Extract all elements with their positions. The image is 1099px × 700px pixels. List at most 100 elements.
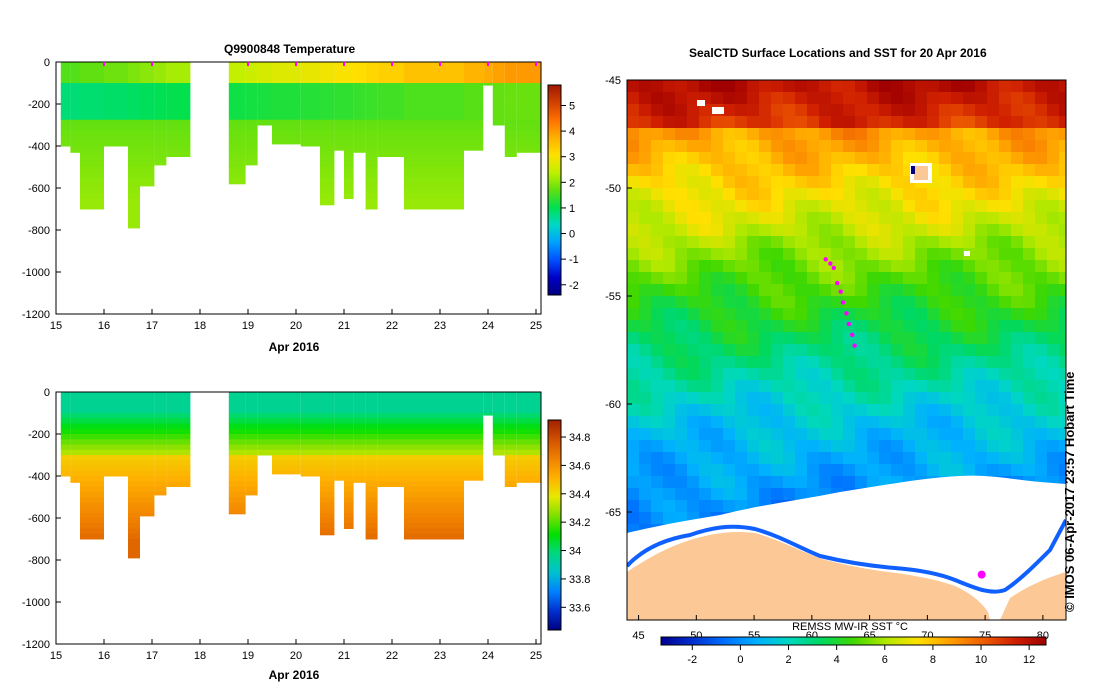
sst-cell xyxy=(1023,176,1036,189)
temperature-cell xyxy=(140,177,155,184)
sst-cell xyxy=(795,260,808,273)
temperature-cell xyxy=(257,109,272,115)
sst-cell xyxy=(987,260,1000,273)
salinity-cell xyxy=(344,470,354,477)
temperature-cell xyxy=(166,104,191,110)
sst-cell xyxy=(735,392,748,405)
temperature-cell xyxy=(492,109,505,115)
salinity-cell xyxy=(334,476,344,481)
sst-cell xyxy=(999,176,1012,189)
sst-cell xyxy=(927,392,940,405)
sst-cell xyxy=(699,188,712,201)
sst-cell xyxy=(639,416,652,429)
temperature-cell xyxy=(128,151,140,157)
sst-cell xyxy=(675,92,688,105)
temperature-cell xyxy=(320,62,335,68)
sst-cell xyxy=(723,308,736,321)
salinity-cell xyxy=(344,434,354,440)
temperature-cell xyxy=(228,114,246,121)
sst-cell xyxy=(639,116,652,129)
temperature-cell xyxy=(104,72,128,79)
sst-cell xyxy=(651,212,664,225)
temperature-cell xyxy=(272,135,301,142)
sst-cell xyxy=(747,356,760,369)
salinity-cell xyxy=(492,413,505,419)
temperature-cell xyxy=(300,62,320,68)
sst-cell xyxy=(867,152,880,165)
salinity-cell xyxy=(404,455,464,461)
sst-cell xyxy=(663,512,676,525)
sst-cell xyxy=(687,476,700,489)
temperature-y-axis: 0-200-400-600-800-1000-1200 xyxy=(22,57,61,321)
sst-cell xyxy=(723,128,736,141)
salinity-cell xyxy=(300,402,320,409)
salinity-cell xyxy=(516,392,541,398)
sst-cell xyxy=(1011,428,1024,441)
salinity-cell xyxy=(504,465,517,472)
temperature-cell xyxy=(140,67,155,73)
salinity-cell xyxy=(492,423,505,430)
temperature-cell xyxy=(404,125,464,131)
temperature-cell xyxy=(334,146,344,151)
sst-cell xyxy=(891,380,904,393)
sst-cell xyxy=(783,224,796,237)
colorbar-tick-label: 3 xyxy=(569,152,575,164)
sst-cell xyxy=(867,440,880,453)
x-tick-label: 15 xyxy=(50,320,62,332)
sst-cell xyxy=(639,152,652,165)
sst-cell xyxy=(879,380,892,393)
x-tick-label: 17 xyxy=(146,320,158,332)
salinity-cell xyxy=(300,444,320,451)
salinity-cell xyxy=(70,434,80,440)
sst-cell xyxy=(939,200,952,213)
salinity-cell xyxy=(228,418,246,424)
sst-cell xyxy=(1059,416,1066,429)
sst-cell xyxy=(711,380,724,393)
temperature-cell xyxy=(365,151,378,157)
salinity-cell xyxy=(272,397,301,403)
sst-cell xyxy=(627,284,640,297)
temperature-cell xyxy=(140,104,155,110)
salinity-cell xyxy=(344,407,354,414)
salinity-cell xyxy=(70,402,80,409)
salinity-cell xyxy=(300,470,320,477)
sst-tick-label: 6 xyxy=(882,654,888,666)
temperature-cell xyxy=(154,156,167,163)
temperature-cell xyxy=(228,62,246,68)
temperature-x-axis: 15 16 17 18 19 20 21 22 23 24 25 xyxy=(50,309,542,332)
sst-cell xyxy=(699,440,712,453)
temperature-cell xyxy=(80,62,104,68)
salinity-y-axis: 0-200-400-600-800-1000-1200 xyxy=(22,387,61,651)
salinity-cell xyxy=(334,465,344,472)
sst-cell xyxy=(723,140,736,153)
sst-cell xyxy=(975,164,988,177)
sst-cell xyxy=(903,284,916,297)
sst-cell xyxy=(795,272,808,285)
sst-cell xyxy=(1011,236,1024,249)
sst-cell xyxy=(987,116,1000,129)
salinity-cell xyxy=(404,465,464,472)
sst-cell xyxy=(747,92,760,105)
salinity-cell xyxy=(483,392,493,398)
sst-cell xyxy=(627,404,640,417)
sst-cell xyxy=(723,320,736,333)
sst-cell xyxy=(1011,356,1024,369)
salinity-cell xyxy=(60,402,71,409)
sst-cell xyxy=(1059,260,1066,273)
temperature-cell xyxy=(128,198,140,205)
temperature-cell xyxy=(404,203,464,210)
sst-cell xyxy=(903,332,916,345)
sst-cell xyxy=(651,512,664,525)
sst-cell xyxy=(675,272,688,285)
sst-cell xyxy=(927,224,940,237)
salinity-cell xyxy=(504,428,517,435)
salinity-cell xyxy=(516,449,541,456)
salinity-cell xyxy=(154,444,167,451)
track-point xyxy=(823,257,828,262)
salinity-cell xyxy=(344,476,354,482)
sst-cell xyxy=(747,344,760,357)
sst-cell xyxy=(1011,80,1024,93)
salinity-cell xyxy=(404,533,464,540)
sst-cell xyxy=(1023,320,1036,333)
salinity-cell xyxy=(245,428,258,435)
